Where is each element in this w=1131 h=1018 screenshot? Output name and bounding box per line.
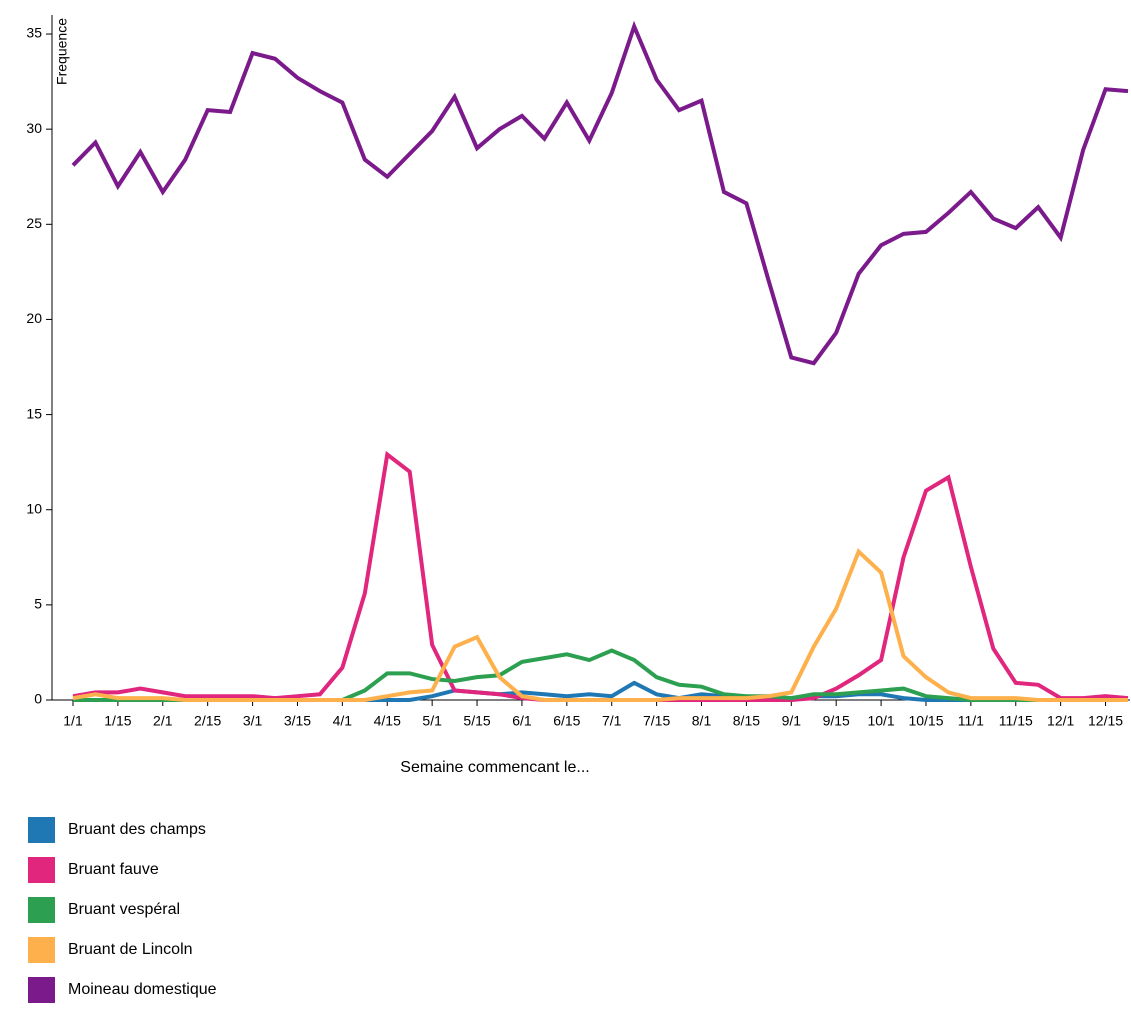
x-tick-label: 6/15 <box>553 713 580 729</box>
x-tick-label: 9/15 <box>823 713 850 729</box>
x-tick-label: 2/1 <box>153 713 173 729</box>
y-tick-label: 35 <box>26 25 42 41</box>
x-tick-label: 6/1 <box>512 713 532 729</box>
x-tick-label: 1/1 <box>63 713 83 729</box>
series-line <box>72 548 1128 702</box>
x-tick-label: 10/1 <box>867 713 894 729</box>
legend-swatch <box>28 977 55 1003</box>
legend-label: Bruant des champs <box>68 821 206 838</box>
legend-swatch <box>28 937 55 963</box>
series-line <box>71 20 1129 366</box>
x-tick-label: 3/1 <box>243 713 263 729</box>
x-tick-label: 4/15 <box>374 713 401 729</box>
y-tick-label: 30 <box>26 120 42 136</box>
x-tick-label: 11/15 <box>999 713 1033 729</box>
legend-label: Bruant de Lincoln <box>68 941 193 958</box>
series-line <box>72 450 1129 702</box>
x-tick-label: 7/1 <box>602 713 622 729</box>
x-tick-label: 8/15 <box>733 713 760 729</box>
y-axis-title: Frequence <box>54 18 70 85</box>
x-tick-label: 8/1 <box>692 713 712 729</box>
x-tick-label: 12/1 <box>1047 713 1074 729</box>
series-line <box>73 648 1128 702</box>
legend-label: Bruant vespéral <box>68 901 180 918</box>
x-tick-label: 11/1 <box>958 713 984 729</box>
legend-swatch <box>28 857 55 883</box>
x-tick-label: 5/15 <box>463 713 490 729</box>
x-tick-label: 1/15 <box>104 713 131 729</box>
y-tick-label: 15 <box>26 405 42 421</box>
x-tick-label: 4/1 <box>333 713 353 729</box>
x-tick-label: 10/15 <box>908 713 943 729</box>
legend-swatch <box>28 897 55 923</box>
x-tick-label: 5/1 <box>422 713 442 729</box>
x-tick-label: 7/15 <box>643 713 670 729</box>
y-tick-label: 10 <box>26 500 42 516</box>
y-tick-label: 25 <box>26 215 42 231</box>
legend-label: Moineau domestique <box>68 981 217 998</box>
legend-label: Bruant fauve <box>68 861 159 878</box>
legend-swatch <box>28 817 55 843</box>
x-tick-label: 9/1 <box>782 713 802 729</box>
x-tick-label: 3/15 <box>284 713 311 729</box>
y-tick-label: 5 <box>34 596 42 612</box>
y-tick-label: 0 <box>34 691 42 707</box>
x-axis-title: Semaine commencant le... <box>400 759 589 776</box>
x-tick-label: 12/15 <box>1088 713 1123 729</box>
y-tick-label: 20 <box>26 310 42 326</box>
x-tick-label: 2/15 <box>194 713 221 729</box>
